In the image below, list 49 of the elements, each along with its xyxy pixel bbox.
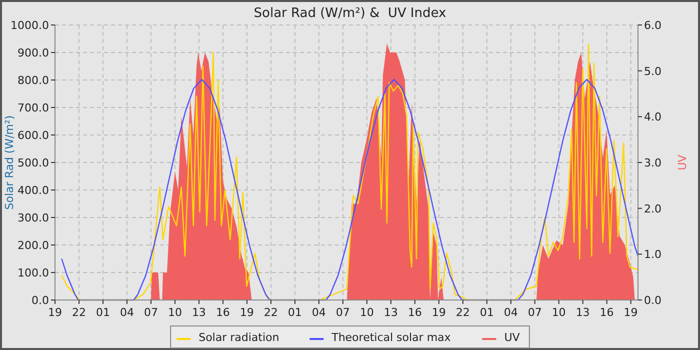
legend-label: Theoretical solar max <box>330 331 452 344</box>
y-tick-label: 0.0 <box>32 294 49 307</box>
x-tick-label: 01 <box>480 306 494 319</box>
legend-label: UV <box>504 331 520 344</box>
x-tick-label: 19 <box>624 306 638 319</box>
y2-tick-label: 3.0 <box>644 156 662 170</box>
x-tick-label: 19 <box>48 306 62 319</box>
legend-label: Solar radiation <box>198 331 280 344</box>
x-tick-label: 07 <box>144 306 158 319</box>
y-tick-label: 400.0 <box>18 184 49 197</box>
x-tick-label: 13 <box>192 306 206 319</box>
x-tick-label: 10 <box>168 306 182 319</box>
chart-title: Solar Rad (W/m²) & UV Index <box>254 6 447 21</box>
x-tick-label: 07 <box>336 306 350 319</box>
y2-tick-label: 0.0 <box>644 294 662 307</box>
x-tick-label: 22 <box>72 306 86 319</box>
y-tick-label: 200.0 <box>18 239 49 252</box>
x-tick-label: 16 <box>216 306 230 319</box>
x-tick-label: 13 <box>576 306 590 319</box>
y-tick-label: 100.0 <box>18 266 49 280</box>
x-tick-label: 19 <box>432 306 446 319</box>
y2-tick-label: 1.0 <box>644 248 662 262</box>
x-tick-label: 22 <box>456 306 470 319</box>
x-tick-label: 10 <box>360 306 374 319</box>
x-tick-label: 16 <box>408 306 422 319</box>
y-tick-label: 800.0 <box>18 74 49 87</box>
x-tick-label: 04 <box>312 306 326 319</box>
x-tick-label: 04 <box>504 306 518 319</box>
x-tick-label: 01 <box>96 306 110 319</box>
y2-tick-label: 6.0 <box>644 19 662 32</box>
y-axis-title: Solar Rad (W/m²) <box>3 115 16 210</box>
x-tick-label: 22 <box>264 306 278 319</box>
y2-axis-title: UV <box>676 154 689 170</box>
y2-tick-label: 2.0 <box>644 202 662 216</box>
x-tick-label: 16 <box>600 306 614 319</box>
y-tick-label: 500.0 <box>18 156 49 170</box>
x-tick-label: 01 <box>288 306 302 319</box>
y2-tick-label: 5.0 <box>644 64 662 78</box>
y-tick-label: 900.0 <box>18 46 49 60</box>
y-tick-label: 1000.0 <box>10 19 49 32</box>
x-tick-label: 10 <box>552 306 566 319</box>
y-tick-label: 300.0 <box>18 212 49 224</box>
y-tick-label: 600.0 <box>18 129 49 142</box>
x-tick-label: 07 <box>528 306 542 319</box>
x-tick-label: 13 <box>384 306 398 319</box>
y-tick-label: 700.0 <box>18 102 49 114</box>
x-tick-label: 04 <box>120 306 134 319</box>
x-tick-label: 19 <box>240 306 254 319</box>
y2-tick-label: 4.0 <box>644 110 662 124</box>
